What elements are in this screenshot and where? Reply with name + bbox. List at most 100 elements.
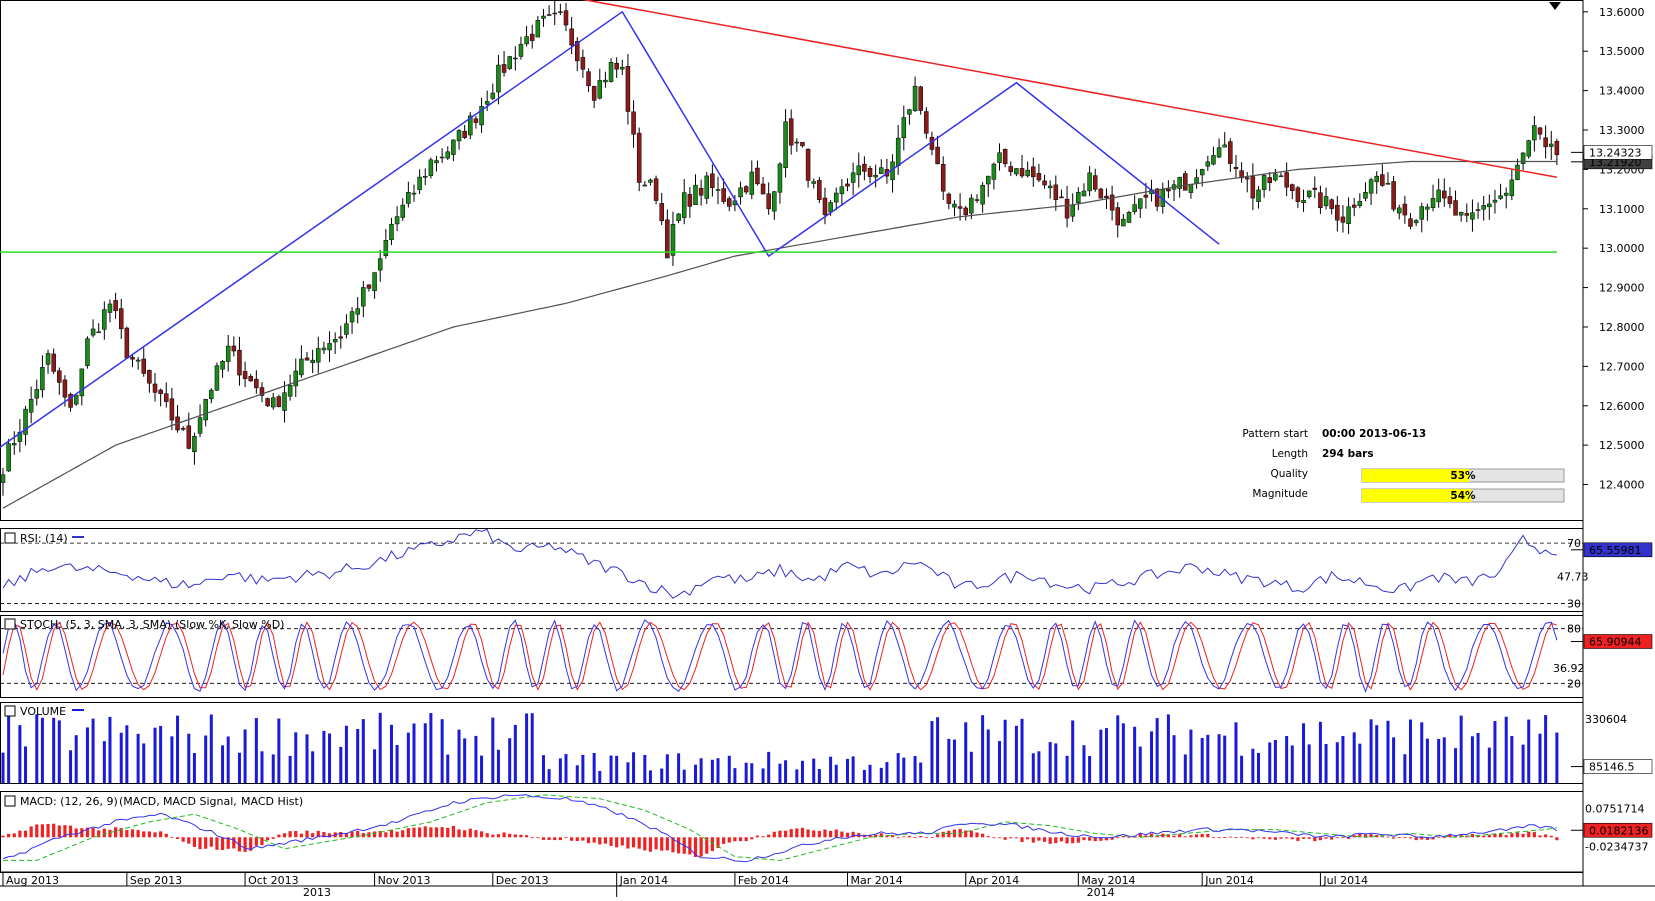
candle-body	[901, 117, 907, 138]
candle-body	[850, 172, 856, 183]
candle-body	[1250, 176, 1256, 199]
candle-body	[152, 383, 158, 393]
volume-bar	[221, 745, 225, 783]
candle-body	[1549, 143, 1554, 147]
macd-hist-bar	[1144, 835, 1148, 838]
candle-body	[456, 130, 462, 142]
macd-hist-bar	[570, 837, 574, 841]
macd-hist-bar	[57, 825, 61, 838]
volume-bar	[1352, 732, 1356, 783]
volume-bar	[1256, 752, 1260, 783]
candle-body	[394, 216, 400, 225]
volume-bar	[1116, 715, 1120, 783]
candle-body	[687, 194, 693, 207]
macd-hist-bar	[935, 834, 940, 838]
volume-bar	[750, 763, 754, 783]
volume-bar	[1150, 731, 1154, 783]
macd-hist-bar	[311, 833, 315, 838]
volume-bar	[660, 768, 664, 783]
candle-body	[704, 175, 709, 199]
volume-bar	[575, 765, 579, 783]
macd-close-icon[interactable]	[4, 795, 16, 807]
candle-body	[1070, 204, 1075, 217]
candle-body	[1470, 212, 1475, 220]
candle-body	[259, 387, 265, 396]
stoch-slow-k-line	[2, 619, 1558, 693]
macd-hist-bar	[316, 830, 320, 838]
macd-hist-bar	[1510, 833, 1514, 838]
macd-hist-bar	[1234, 837, 1238, 839]
macd-hist-bar	[1397, 837, 1401, 838]
price-tick-label: 13.4000	[1599, 85, 1645, 98]
macd-hist-bar	[840, 831, 844, 838]
candle-body	[468, 115, 473, 136]
macd-hist-bar	[727, 837, 731, 843]
rsi-close-icon[interactable]	[4, 532, 16, 544]
candle-body	[293, 370, 299, 387]
candle-body	[242, 371, 248, 379]
macd-hist-bar	[192, 837, 197, 847]
candle-body	[1273, 173, 1278, 181]
macd-hist-bar	[175, 837, 180, 839]
volume-bar	[513, 724, 517, 783]
volume-bar	[609, 755, 613, 783]
candle-body	[817, 180, 822, 200]
volume-bar	[1234, 722, 1238, 783]
candle-body	[451, 139, 456, 155]
macd-hist-bar	[997, 837, 1002, 839]
macd-hist-bar	[941, 831, 945, 838]
candle-body	[1138, 198, 1143, 209]
candle-body	[282, 392, 287, 411]
volume-bar	[85, 727, 89, 783]
stoch-last-label-box	[1583, 634, 1653, 649]
candle-body	[1076, 191, 1081, 204]
volume-bar	[373, 749, 377, 783]
macd-signal-line	[3, 794, 1557, 861]
macd-hist-bar	[513, 834, 517, 838]
macd-hist-bar	[327, 833, 332, 838]
price-tick-label: 12.4000	[1599, 479, 1645, 492]
volume-close-icon[interactable]	[4, 705, 16, 717]
month-label: May 2014	[1081, 874, 1135, 887]
last-price-label: 13.24323	[1589, 146, 1642, 159]
macd-hist-bar	[46, 823, 50, 838]
macd-hist-bar	[795, 828, 799, 838]
macd-hist-bar	[1256, 837, 1261, 839]
candle-body	[603, 79, 608, 83]
candle-body	[597, 80, 603, 99]
pattern-info-box: Pattern start 00:00 2013-06-13 Length 29…	[1242, 428, 1565, 503]
candle-body	[563, 10, 569, 26]
candle-body	[867, 168, 873, 177]
candle-body	[1487, 203, 1492, 208]
macd-hist-bar	[136, 830, 140, 838]
candle-body	[90, 328, 96, 336]
dropdown-arrow-icon[interactable]	[1549, 2, 1561, 10]
stoch-close-icon[interactable]	[4, 618, 16, 630]
volume-bar	[288, 755, 292, 783]
volume-bar	[52, 717, 56, 783]
stoch-title: STOCH: (5, 3, SMA, 3, SMA)	[20, 618, 171, 631]
candle-body	[879, 167, 884, 174]
volume-bar	[136, 733, 140, 783]
candle-body	[1464, 213, 1470, 216]
macd-signal-label: MACD Signal,	[163, 795, 237, 808]
macd-hist-bar	[102, 828, 106, 838]
volume-bar	[744, 762, 748, 783]
candle-body	[1312, 187, 1318, 190]
volume-bar	[294, 732, 298, 783]
candle-body	[1419, 206, 1425, 220]
volume-bar	[204, 735, 208, 783]
candle-body	[755, 167, 760, 185]
macd-hist-bar	[1375, 834, 1379, 838]
candle-body	[1143, 194, 1149, 198]
candle-body	[642, 184, 648, 187]
candle-body	[383, 240, 389, 257]
candle-body	[1216, 147, 1222, 158]
macd-hist-bar	[817, 830, 821, 838]
macd-hist-bar	[1296, 837, 1300, 841]
candle-body	[1402, 203, 1408, 216]
macd-hist-bar	[147, 831, 151, 838]
candle-body	[366, 284, 372, 289]
macd-hist-bar	[879, 833, 883, 838]
macd-hist-bar	[378, 831, 382, 838]
